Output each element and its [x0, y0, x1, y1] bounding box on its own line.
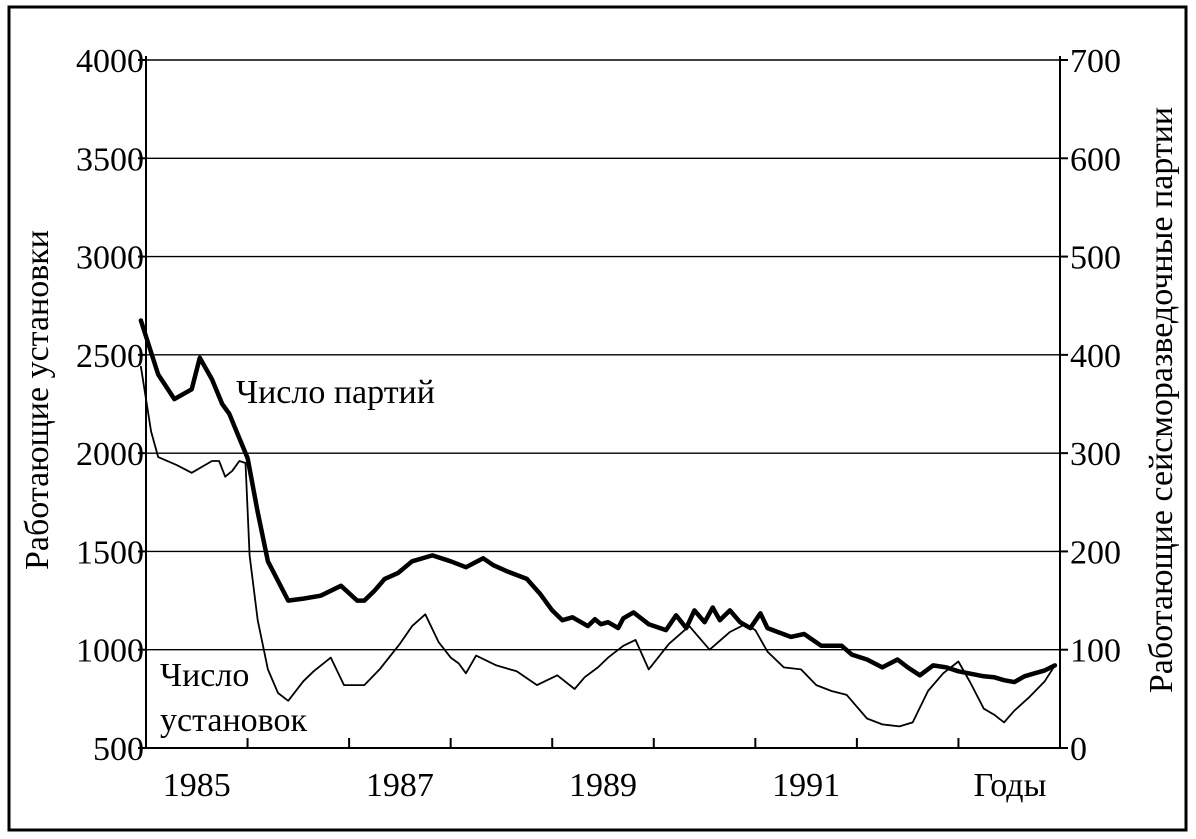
- series-label-rigs-line1: Число: [160, 657, 249, 694]
- left-tick-label-4000: 4000: [76, 43, 144, 80]
- x-tick-label-1991: 1991: [772, 767, 840, 804]
- x-tick-label-1987: 1987: [366, 767, 434, 804]
- right-tick-label-100: 100: [1070, 633, 1121, 670]
- x-axis-title: Годы: [974, 767, 1047, 804]
- right-tick-label-700: 700: [1070, 43, 1121, 80]
- series-label-parties: Число партий: [236, 374, 435, 411]
- gridlines: [146, 59, 1060, 651]
- right-tick-label-400: 400: [1070, 338, 1121, 375]
- left-tick-label-2000: 2000: [76, 436, 144, 473]
- chart-frame: [7, 5, 1188, 832]
- series-lines: [138, 318, 1058, 728]
- left-tick-label-1000: 1000: [76, 633, 144, 670]
- x-tick-label-1989: 1989: [569, 767, 637, 804]
- left-axis-ticks: 500 1000 1500 2000 2500 3000 3500 4000: [76, 43, 146, 768]
- left-tick-label-3500: 3500: [76, 141, 144, 178]
- series-line-0: [138, 318, 1058, 685]
- right-tick-label-300: 300: [1070, 436, 1121, 473]
- right-axis-title: Работающие сейсморазведочные партии: [1143, 107, 1180, 693]
- left-tick-label-500: 500: [93, 731, 144, 768]
- left-tick-label-1500: 1500: [76, 534, 144, 571]
- left-tick-label-3000: 3000: [76, 240, 144, 277]
- series-label-rigs-line2: установок: [160, 702, 307, 739]
- left-tick-label-2500: 2500: [76, 338, 144, 375]
- x-axis-ticks: 1985 1987 1989 1991: [145, 738, 1061, 804]
- left-axis-title: Работающие установки: [19, 230, 56, 570]
- right-axis-ticks: 0 100 200 300 400 500 600 700: [1060, 43, 1121, 768]
- x-tick-label-1985: 1985: [163, 767, 231, 804]
- series-line-1: [140, 365, 1056, 728]
- right-tick-label-600: 600: [1070, 141, 1121, 178]
- right-tick-label-500: 500: [1070, 240, 1121, 277]
- right-tick-label-0: 0: [1070, 731, 1087, 768]
- right-tick-label-200: 200: [1070, 534, 1121, 571]
